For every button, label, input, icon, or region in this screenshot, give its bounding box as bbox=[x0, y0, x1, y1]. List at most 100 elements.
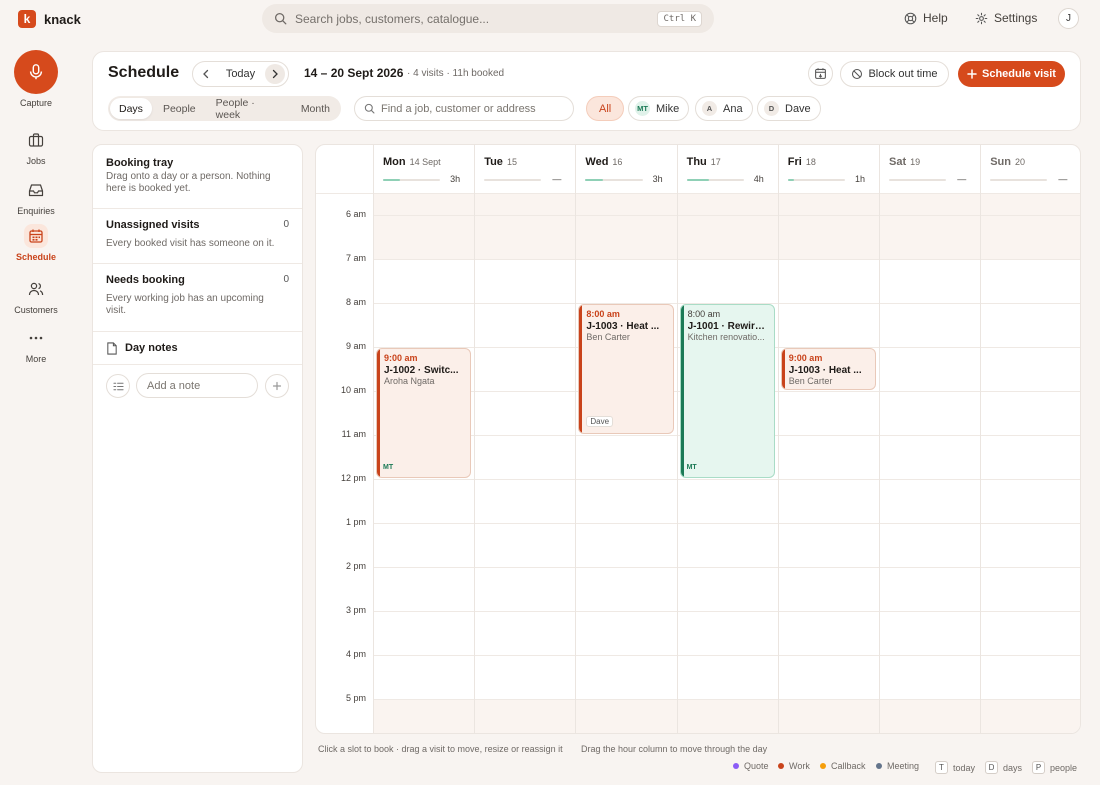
day-header-wed[interactable]: Wed 16 3h bbox=[575, 145, 676, 193]
previous-week-button[interactable] bbox=[196, 64, 216, 84]
today-button[interactable]: Today bbox=[225, 68, 256, 80]
global-search[interactable]: Search jobs, customers, catalogue... Ctr… bbox=[262, 4, 714, 33]
filter-person-mike[interactable]: MT Mike bbox=[628, 96, 690, 121]
key-cap: T bbox=[935, 761, 948, 774]
view-tab-month[interactable]: Month bbox=[300, 102, 330, 115]
shortcut-label: today bbox=[953, 762, 976, 773]
visit-card[interactable]: 8:00 am J-1001 · Rewire... Kitchen renovat… bbox=[679, 304, 775, 478]
sidebar-item-schedule[interactable]: Schedule bbox=[0, 224, 72, 262]
hour-line bbox=[373, 259, 1080, 260]
legend-callback: Callback bbox=[820, 761, 866, 771]
day-load-bar bbox=[484, 179, 542, 181]
calendar-sync-button[interactable] bbox=[808, 61, 833, 86]
schedule-visit-label: Schedule visit bbox=[982, 68, 1056, 80]
schedule-visit-button[interactable]: Schedule visit bbox=[958, 61, 1065, 87]
legend-work: Work bbox=[778, 761, 810, 771]
key-cap: D bbox=[985, 761, 998, 774]
sidebar-item-enquiries[interactable]: Enquiries bbox=[0, 178, 72, 216]
filter-person-ana[interactable]: A Ana bbox=[695, 96, 753, 121]
week-calendar[interactable]: 6 am 7 am 8 am 9 am 10 am 11 am 12 pm 1 pm 2 pm 3… bbox=[315, 144, 1081, 734]
next-week-button[interactable] bbox=[264, 64, 285, 84]
list-icon bbox=[112, 381, 124, 392]
search-shortcut: Ctrl K bbox=[657, 10, 702, 27]
hour-label: 1 pm bbox=[345, 517, 366, 527]
legend-meeting: Meeting bbox=[876, 761, 919, 771]
day-header-thu[interactable]: Thu 17 4h bbox=[677, 145, 778, 193]
needs-booking-section[interactable]: Needs booking 0 Every working job has an… bbox=[93, 264, 302, 332]
filter-person-dave[interactable]: D Dave bbox=[757, 96, 821, 121]
day-load-fill bbox=[383, 179, 401, 181]
day-hours-label: — bbox=[552, 174, 562, 184]
plus-icon bbox=[967, 69, 977, 79]
visit-time: 9:00 am bbox=[788, 353, 823, 363]
visit-title: J-1003 · Heat ... bbox=[788, 365, 862, 376]
day-name: Fri bbox=[787, 156, 802, 168]
day-load-bar bbox=[383, 179, 441, 181]
hour-label: 2 pm bbox=[345, 561, 366, 571]
chevron-right-icon bbox=[270, 69, 280, 79]
day-date: 19 bbox=[910, 157, 921, 167]
visit-title: J-1001 · Rewire... bbox=[687, 321, 768, 332]
view-tab-days[interactable]: Days bbox=[110, 98, 152, 119]
hour-line bbox=[373, 611, 1080, 612]
sidebar-label-enquiries: Enquiries bbox=[17, 206, 55, 216]
settings-button[interactable]: Settings bbox=[975, 11, 1037, 25]
visit-subtitle: Kitchen renovatio... bbox=[687, 332, 765, 342]
unassigned-visits-section[interactable]: Unassigned visits 0 Every booked visit h… bbox=[93, 209, 302, 264]
help-button[interactable]: Help bbox=[904, 11, 948, 25]
sidebar-item-customers[interactable]: Customers bbox=[0, 277, 72, 315]
visit-subtitle: Ben Carter bbox=[586, 332, 630, 342]
add-note-input[interactable]: Add a note bbox=[136, 373, 258, 398]
add-note-button[interactable] bbox=[265, 374, 289, 398]
hour-line bbox=[373, 699, 1080, 700]
date-navigator: Today bbox=[192, 61, 289, 87]
hour-label: 6 am bbox=[345, 209, 366, 219]
day-load-bar bbox=[990, 179, 1048, 181]
filter-all[interactable]: All bbox=[586, 96, 625, 121]
day-name: Mon bbox=[383, 156, 406, 168]
view-tab-people[interactable]: People bbox=[162, 102, 196, 115]
sidebar-item-more[interactable]: More bbox=[0, 326, 72, 364]
off-hours-shade bbox=[373, 193, 1080, 259]
day-column-divider bbox=[373, 145, 374, 733]
sidebar-item-jobs[interactable]: Jobs bbox=[0, 128, 72, 166]
key-cap: P bbox=[1032, 761, 1045, 774]
app-logo[interactable]: k knack bbox=[18, 10, 81, 28]
visit-title: J-1002 · Switc... bbox=[384, 365, 459, 376]
off-hours-shade bbox=[373, 699, 1080, 733]
calendar-icon bbox=[24, 224, 48, 248]
block-out-time-button[interactable]: Block out time bbox=[840, 61, 949, 87]
sidebar-label-customers: Customers bbox=[14, 305, 58, 315]
microphone-icon bbox=[27, 63, 45, 81]
view-tab-people-week[interactable]: People · week bbox=[215, 96, 255, 121]
note-template-button[interactable] bbox=[106, 374, 130, 398]
block-icon bbox=[851, 68, 863, 80]
sidebar-label-schedule: Schedule bbox=[15, 252, 56, 262]
inbox-icon bbox=[24, 178, 48, 202]
visit-card[interactable]: 9:00 am J-1002 · Switc... Aroha Ngata MT bbox=[376, 348, 472, 478]
visit-card[interactable]: 9:00 am J-1003 · Heat ... Ben Carter bbox=[780, 348, 876, 390]
day-name: Sat bbox=[889, 156, 907, 168]
search-placeholder: Search jobs, customers, catalogue... bbox=[295, 11, 490, 26]
user-avatar[interactable]: J bbox=[1058, 8, 1079, 29]
day-header-sat[interactable]: Sat 19 — bbox=[879, 145, 980, 193]
day-header-mon[interactable]: Mon 14 Sept 3h bbox=[373, 145, 474, 193]
day-load-bar bbox=[585, 179, 643, 181]
hour-label: 11 am bbox=[341, 429, 366, 439]
day-hours-label: 3h bbox=[652, 174, 663, 184]
visit-card[interactable]: 8:00 am J-1003 · Heat ... Ben Carter Dave bbox=[578, 304, 674, 434]
hour-line bbox=[373, 523, 1080, 524]
hour-line bbox=[373, 215, 1080, 216]
calendar-download-icon bbox=[814, 67, 827, 80]
capture-button[interactable] bbox=[14, 50, 58, 94]
day-hours-label: 4h bbox=[753, 174, 764, 184]
capture-label: Capture bbox=[19, 98, 53, 108]
day-header-fri[interactable]: Fri 18 1h bbox=[778, 145, 879, 193]
legend-dot bbox=[778, 763, 784, 769]
visit-time: 8:00 am bbox=[687, 309, 721, 319]
day-header-tue[interactable]: Tue 15 — bbox=[474, 145, 575, 193]
day-column-divider bbox=[980, 145, 982, 733]
find-input[interactable]: Find a job, customer or address bbox=[354, 96, 574, 121]
day-header-sun[interactable]: Sun 20 — bbox=[980, 145, 1080, 193]
person-initials: A bbox=[702, 101, 717, 116]
